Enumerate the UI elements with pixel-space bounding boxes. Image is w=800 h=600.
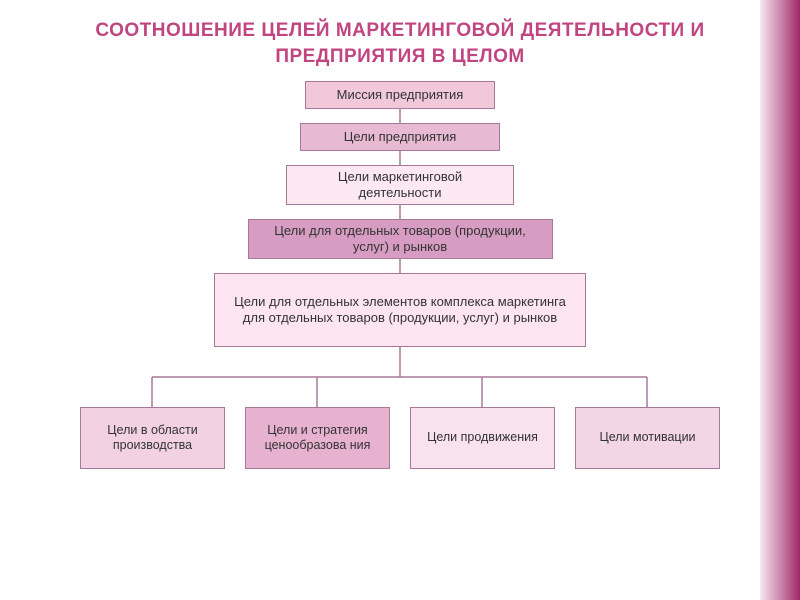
bottom-box-promotion: Цели продвижения [410, 407, 555, 469]
level-1-box: Миссия предприятия [305, 81, 495, 109]
page-title: СООТНОШЕНИЕ ЦЕЛЕЙ МАРКЕТИНГОВОЙ ДЕЯТЕЛЬН… [0, 0, 800, 81]
bottom-row: Цели в области производства Цели и страт… [80, 407, 720, 469]
level-2-box: Цели предприятия [300, 123, 500, 151]
level-5-box: Цели для отдельных элементов комплекса м… [214, 273, 586, 347]
bottom-box-production: Цели в области производства [80, 407, 225, 469]
bottom-box-motivation: Цели мотивации [575, 407, 720, 469]
level-3-box: Цели маркетинговой деятельности [286, 165, 514, 205]
hierarchy-diagram: Миссия предприятия Цели предприятия Цели… [30, 81, 770, 469]
level-4-box: Цели для отдельных товаров (продукции, у… [248, 219, 553, 259]
bottom-box-pricing: Цели и стратегия ценообразова ния [245, 407, 390, 469]
